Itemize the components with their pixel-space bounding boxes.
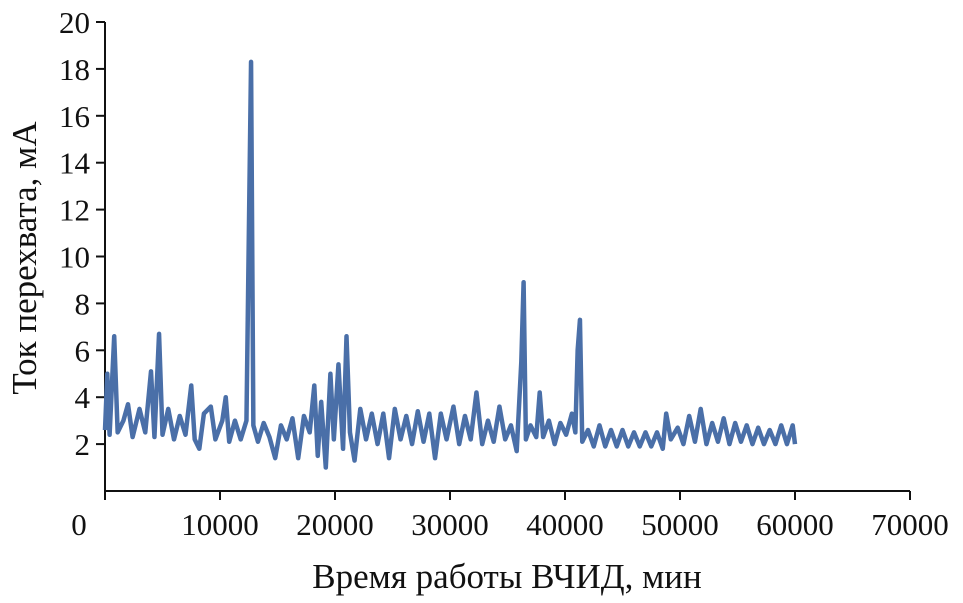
x-tick-label: 30000 [411, 507, 489, 542]
y-tick-label: 18 [59, 52, 90, 87]
x-tick-label: 70000 [871, 507, 949, 542]
x-tick-label: 10000 [181, 507, 259, 542]
y-tick-label: 12 [59, 193, 90, 228]
y-tick-label: 20 [59, 5, 90, 40]
y-tick-label: 16 [59, 99, 90, 134]
x-tick-label: 50000 [641, 507, 719, 542]
x-tick-label: 60000 [756, 507, 834, 542]
y-tick-label: 4 [75, 380, 91, 415]
y-tick-label: 8 [75, 286, 91, 321]
x-axis-label: Время работы ВЧИД, мин [312, 557, 701, 596]
y-tick-label: 2 [75, 427, 91, 462]
x-tick-label: 40000 [526, 507, 604, 542]
y-tick-label: 6 [75, 333, 91, 368]
x-tick-label: 0 [71, 507, 87, 542]
y-axis-label: Ток перехвата, мА [5, 121, 44, 395]
y-tick-label: 14 [59, 146, 91, 181]
data-line [102, 59, 798, 470]
y-tick-label: 10 [59, 240, 90, 275]
x-tick-label: 20000 [296, 507, 374, 542]
